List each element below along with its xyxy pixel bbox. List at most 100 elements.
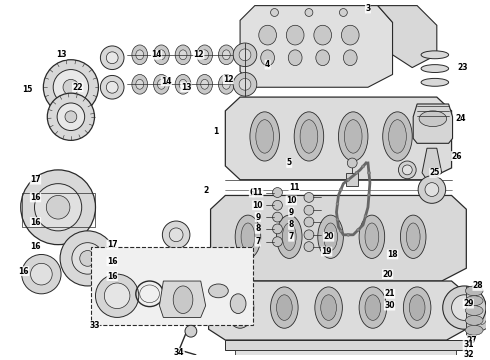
Ellipse shape xyxy=(321,295,337,320)
Text: 12: 12 xyxy=(223,75,234,84)
Polygon shape xyxy=(346,173,358,186)
Text: 11: 11 xyxy=(252,188,263,197)
Circle shape xyxy=(21,170,96,245)
Ellipse shape xyxy=(179,50,187,60)
Ellipse shape xyxy=(300,120,318,153)
Text: 16: 16 xyxy=(30,193,41,202)
Ellipse shape xyxy=(409,295,425,320)
Circle shape xyxy=(340,9,347,17)
Ellipse shape xyxy=(153,75,169,94)
Ellipse shape xyxy=(201,50,209,60)
Circle shape xyxy=(65,111,77,123)
Text: 9: 9 xyxy=(289,208,294,217)
Text: 13: 13 xyxy=(181,83,191,92)
Ellipse shape xyxy=(153,45,169,65)
Circle shape xyxy=(364,215,367,217)
Ellipse shape xyxy=(383,112,412,161)
Ellipse shape xyxy=(136,80,144,89)
Ellipse shape xyxy=(294,112,324,161)
Circle shape xyxy=(336,202,339,205)
Ellipse shape xyxy=(365,223,379,251)
Polygon shape xyxy=(413,104,453,143)
Ellipse shape xyxy=(403,287,431,328)
Circle shape xyxy=(30,263,52,285)
Text: 29: 29 xyxy=(463,299,473,308)
Ellipse shape xyxy=(132,45,147,65)
Ellipse shape xyxy=(235,215,261,258)
Text: 34: 34 xyxy=(174,348,184,357)
Text: 32: 32 xyxy=(463,350,473,359)
Circle shape xyxy=(60,231,115,286)
Text: 22: 22 xyxy=(73,83,83,92)
Circle shape xyxy=(442,286,486,329)
Text: 10: 10 xyxy=(252,201,263,210)
Text: 13: 13 xyxy=(56,50,66,59)
Text: 8: 8 xyxy=(289,220,294,229)
Circle shape xyxy=(347,178,350,181)
Circle shape xyxy=(161,266,171,276)
Text: 30: 30 xyxy=(384,301,395,310)
Circle shape xyxy=(63,80,79,95)
Circle shape xyxy=(239,78,251,90)
Ellipse shape xyxy=(259,25,276,45)
Ellipse shape xyxy=(175,45,191,65)
Circle shape xyxy=(425,183,439,197)
Circle shape xyxy=(53,69,89,105)
Ellipse shape xyxy=(256,120,273,153)
Ellipse shape xyxy=(270,287,298,328)
Circle shape xyxy=(48,93,95,140)
Ellipse shape xyxy=(219,45,234,65)
Text: 21: 21 xyxy=(384,289,395,298)
Polygon shape xyxy=(378,6,437,68)
Polygon shape xyxy=(209,281,465,340)
Circle shape xyxy=(340,229,343,232)
Text: 16: 16 xyxy=(107,257,118,266)
Text: 26: 26 xyxy=(451,152,462,161)
Polygon shape xyxy=(240,6,392,87)
Ellipse shape xyxy=(157,50,165,60)
Ellipse shape xyxy=(344,120,362,153)
Circle shape xyxy=(398,161,416,179)
Circle shape xyxy=(239,49,251,61)
Text: 4: 4 xyxy=(265,60,270,69)
Ellipse shape xyxy=(421,65,449,72)
Text: 23: 23 xyxy=(457,63,467,72)
Text: 27: 27 xyxy=(466,336,477,345)
Ellipse shape xyxy=(359,287,387,328)
Text: 7: 7 xyxy=(289,232,294,241)
Ellipse shape xyxy=(219,75,234,94)
Circle shape xyxy=(452,295,477,320)
Ellipse shape xyxy=(485,296,490,335)
Text: 28: 28 xyxy=(473,282,484,291)
Ellipse shape xyxy=(316,50,330,66)
Circle shape xyxy=(34,184,82,231)
Circle shape xyxy=(347,233,350,236)
Ellipse shape xyxy=(197,45,213,65)
Circle shape xyxy=(46,195,70,219)
Circle shape xyxy=(418,176,446,203)
Circle shape xyxy=(162,221,190,248)
Ellipse shape xyxy=(419,111,447,127)
Text: 16: 16 xyxy=(107,271,118,280)
Ellipse shape xyxy=(477,307,487,324)
Circle shape xyxy=(357,228,360,231)
Text: 14: 14 xyxy=(151,50,162,59)
Text: 18: 18 xyxy=(387,250,398,259)
Circle shape xyxy=(304,205,314,215)
Ellipse shape xyxy=(222,50,230,60)
Polygon shape xyxy=(235,350,457,355)
Text: 20: 20 xyxy=(382,270,393,279)
Text: 20: 20 xyxy=(323,232,334,241)
Ellipse shape xyxy=(324,223,338,251)
Circle shape xyxy=(305,9,313,17)
Ellipse shape xyxy=(197,75,213,94)
Ellipse shape xyxy=(136,50,144,60)
Ellipse shape xyxy=(179,80,187,89)
Text: 5: 5 xyxy=(287,158,292,167)
Circle shape xyxy=(104,283,130,309)
Ellipse shape xyxy=(282,223,296,251)
Ellipse shape xyxy=(276,215,302,258)
Circle shape xyxy=(402,165,412,175)
Ellipse shape xyxy=(343,50,357,66)
Polygon shape xyxy=(225,340,466,350)
